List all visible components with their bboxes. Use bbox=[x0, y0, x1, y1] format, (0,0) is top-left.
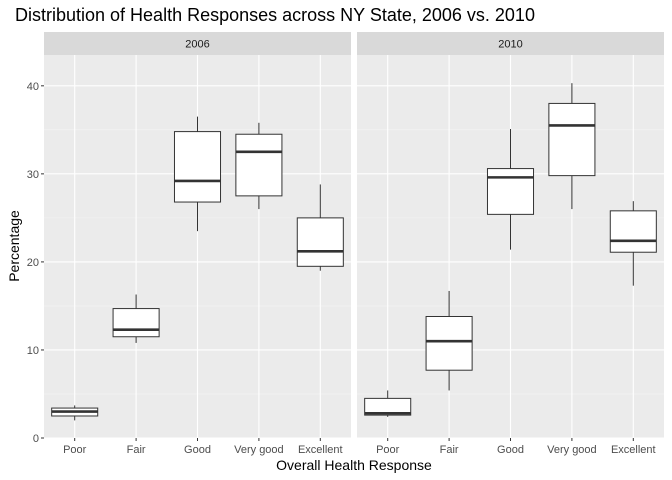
box-body bbox=[364, 397, 412, 416]
y-tick-label: 20 bbox=[27, 257, 39, 269]
box-body bbox=[486, 168, 535, 215]
box-body bbox=[425, 315, 473, 371]
facet-strip-label: 2010 bbox=[498, 39, 522, 51]
x-tick-label: Poor bbox=[63, 444, 87, 456]
x-tick-label: Excellent bbox=[298, 444, 343, 456]
y-axis-ticks: 0 10 20 30 40 bbox=[27, 81, 44, 445]
facet-strip bbox=[357, 32, 664, 55]
box-body bbox=[173, 131, 222, 203]
box-body bbox=[548, 102, 596, 177]
x-axis-title: Overall Health Response bbox=[276, 457, 432, 473]
box-good bbox=[486, 128, 535, 250]
facet-panel-2010: 2010 Poor Fair Good Very good Excellent bbox=[357, 32, 664, 456]
box-very-good bbox=[548, 83, 596, 210]
y-tick-label: 40 bbox=[27, 81, 39, 93]
x-tick-label: Good bbox=[497, 444, 524, 456]
x-tick-label: Very good bbox=[547, 444, 597, 456]
chart-title: Distribution of Health Responses across … bbox=[15, 5, 535, 25]
box-body bbox=[296, 217, 344, 267]
box-excellent bbox=[609, 201, 657, 286]
facet-strip-label: 2006 bbox=[185, 39, 209, 51]
x-tick-label: Very good bbox=[234, 444, 284, 456]
facet-panel-2006: 2006 Poor Fair Good Very good Excellent bbox=[44, 32, 351, 456]
box-body bbox=[235, 133, 283, 197]
box-fair bbox=[425, 290, 473, 391]
y-tick-label: 30 bbox=[27, 169, 39, 181]
x-tick-label: Poor bbox=[376, 444, 400, 456]
y-axis-title: Percentage bbox=[6, 210, 22, 282]
box-excellent bbox=[296, 184, 344, 271]
facet-panels: 2006 Poor Fair Good Very good Excellent 2010 Po… bbox=[44, 32, 664, 456]
box-very-good bbox=[235, 122, 283, 210]
y-tick-label: 10 bbox=[27, 345, 39, 357]
box-fair bbox=[112, 294, 160, 343]
box-good bbox=[173, 116, 222, 232]
box-body bbox=[609, 210, 657, 253]
facet-strip bbox=[44, 32, 351, 55]
box-poor bbox=[51, 405, 99, 421]
x-tick-label: Fair bbox=[440, 444, 459, 456]
x-tick-label: Good bbox=[184, 444, 211, 456]
x-tick-label: Fair bbox=[127, 444, 146, 456]
box-poor bbox=[364, 390, 412, 417]
y-tick-label: 0 bbox=[33, 433, 39, 445]
x-tick-label: Excellent bbox=[611, 444, 656, 456]
box-body bbox=[112, 308, 160, 338]
